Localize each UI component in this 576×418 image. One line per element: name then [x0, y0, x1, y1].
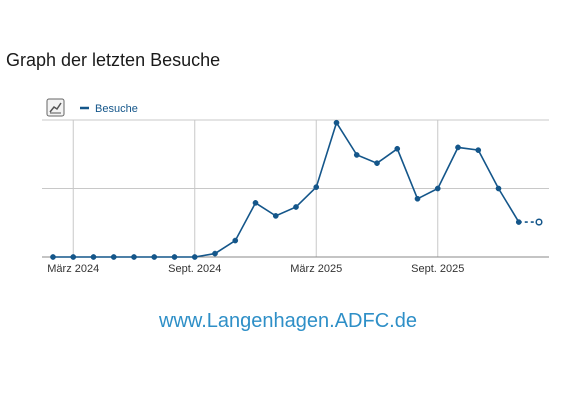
series-besuche: [50, 119, 543, 260]
data-point: [151, 254, 158, 260]
visits-chart: Besuche März 2024 Sept. 2024 März 2025 Sept…: [0, 95, 576, 295]
data-point: [333, 119, 340, 126]
chart-grid: [42, 119, 549, 258]
series-line: [53, 120, 520, 258]
data-point: [394, 145, 401, 152]
x-tick-label: März 2025: [290, 263, 342, 275]
data-point: [212, 250, 218, 257]
chart-legend: Besuche: [46, 98, 138, 117]
data-point: [90, 254, 97, 260]
chart-svg: Besuche März 2024 Sept. 2024 März 2025 Sept…: [42, 98, 549, 275]
page-title: Graph der letzten Besuche: [6, 50, 221, 70]
data-point: [293, 204, 299, 210]
x-tick-label: Sept. 2025: [411, 263, 464, 275]
data-point: [50, 254, 56, 260]
data-point: [131, 254, 137, 260]
data-point: [70, 254, 77, 260]
data-point: [434, 185, 441, 192]
website-link[interactable]: www.Langenhagen.ADFC.de: [159, 310, 417, 332]
data-point: [272, 213, 279, 219]
x-tick-label: März 2024: [47, 263, 99, 275]
data-point: [191, 254, 198, 260]
x-tick-label: Sept. 2024: [168, 263, 221, 275]
data-point: [353, 152, 360, 158]
data-point: [455, 144, 461, 151]
data-point-estimated: [535, 218, 543, 226]
data-point: [475, 147, 482, 153]
data-point: [232, 237, 239, 244]
data-point: [110, 254, 117, 260]
data-point: [515, 219, 522, 225]
x-axis-ticks: März 2024 Sept. 2024 März 2025 Sept. 2025: [47, 263, 464, 275]
line-chart-icon[interactable]: [46, 98, 65, 117]
data-point: [495, 185, 502, 192]
data-point: [374, 160, 380, 167]
data-point: [414, 195, 421, 202]
legend-label-besuche: Besuche: [95, 103, 138, 115]
data-point: [252, 200, 259, 206]
data-point: [313, 184, 320, 190]
data-point: [171, 254, 178, 260]
